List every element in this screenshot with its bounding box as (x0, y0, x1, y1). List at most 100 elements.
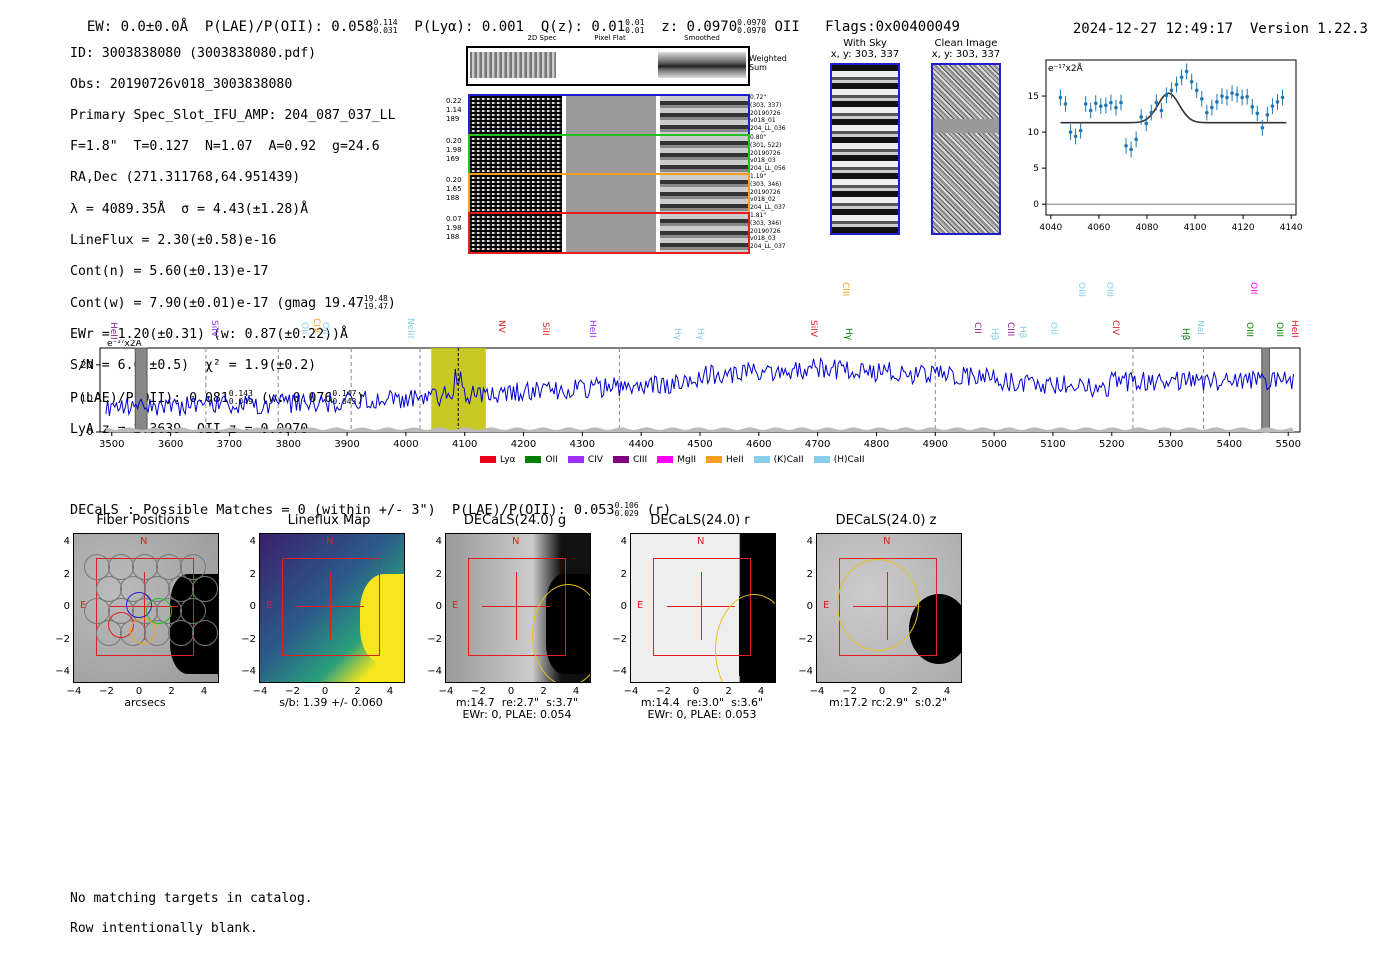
panel-caption: m:17.2 rc:2.9" s:0.2" (829, 696, 947, 709)
plae2-w-lo: 0.043 (332, 396, 357, 406)
zoom-point (1265, 112, 1270, 117)
fiber-meta: 204_LL_037 (750, 204, 786, 212)
panel-title: DECaLS(24.0) r (650, 513, 750, 528)
stat-value: 0.07 (446, 215, 462, 223)
zoom-point (1139, 115, 1143, 119)
spectral-line-label: OII (320, 322, 330, 335)
with-sky-coords: x, y: 303, 337 (830, 49, 900, 60)
panel-caption: s/b: 1.39 +/- 0.060 (279, 696, 383, 709)
zoom-plot-frame (1045, 59, 1297, 216)
legend-label: HeII (726, 454, 744, 465)
zoom-point (1073, 134, 1078, 139)
info-id: ID: 3003838080 (3003838080.pdf) (70, 45, 317, 61)
y-tick-label: 4 (435, 536, 442, 547)
y-tick-label: −2 (612, 633, 627, 645)
spec2d-cell (470, 175, 562, 213)
x-tick-label: −2 (99, 686, 114, 697)
fiber-circle (192, 576, 218, 602)
info-obs: Obs: 20190726v018_3003838080 (70, 76, 293, 92)
fiber-circle (168, 620, 194, 646)
zoom-plot-ylabel: e⁻¹⁷x2Å (1048, 62, 1084, 74)
x-tick-label: 4040 (1039, 223, 1062, 232)
stat-value: 0.22 (446, 97, 462, 105)
zoom-point (1205, 110, 1209, 115)
zoom-point (1184, 69, 1189, 74)
smoothed-cell (660, 136, 748, 174)
info-primary: Primary Spec_Slot_IFU_AMP: 204_087_037_L… (70, 107, 396, 123)
fiber-meta: 204_LL_036 (750, 125, 786, 133)
smoothed-cell (660, 175, 748, 213)
y-tick-label: −4 (241, 666, 256, 677)
y-tick-label: −4 (55, 666, 70, 677)
decals-summary: DECaLS : Possible Matches = 0 (within +/… (70, 486, 671, 519)
y-tick-label: 2 (806, 568, 813, 580)
crosshair-v (330, 572, 331, 640)
zoom-point (1169, 88, 1174, 93)
masked-region (134, 347, 148, 433)
panel-title: DECaLS(24.0) g (463, 513, 567, 528)
east-label: E (823, 600, 830, 611)
legend-item: CIII (612, 455, 647, 465)
y-tick-label: 2 (249, 568, 256, 580)
z-line: OII (774, 19, 800, 35)
fiber-meta: (303, 337) (750, 101, 782, 109)
fiber-meta: v018_02 (750, 196, 776, 204)
y-tick-label: 2 (620, 568, 627, 580)
panel-title: Fiber Positions (96, 513, 190, 528)
x-tick-label: 5500 (1276, 439, 1301, 450)
y-tick-label: 0 (435, 601, 442, 612)
decals-summary-text: DECaLS : Possible Matches = 0 (within +/… (70, 502, 615, 518)
x-tick-label: 0 (692, 686, 700, 697)
legend-item: CIV (567, 454, 603, 465)
y-tick-label: 5 (1033, 164, 1039, 174)
spec2d-row (468, 212, 750, 254)
legend-swatch (480, 456, 496, 463)
crosshair-v (516, 572, 517, 640)
fiber-meta: 20190726 (750, 188, 781, 196)
timestamp: 2024-12-27 12:49:17 (1072, 21, 1234, 37)
zoom-point (1210, 105, 1214, 110)
north-label: N (883, 536, 891, 547)
x-tick-label: −4 (438, 686, 454, 697)
fiber-meta: (301, 522) (750, 141, 782, 149)
legend-swatch (706, 456, 723, 463)
pixel-flat-cell (566, 96, 656, 134)
smoothed-cell (660, 96, 748, 134)
x-tick-label: −2 (656, 686, 671, 697)
zoom-point (1058, 95, 1063, 100)
legend-item: (H)CaII (813, 455, 865, 465)
clean-image (931, 63, 1001, 235)
fiber-meta: 20190726 (750, 149, 781, 157)
zoom-point (1078, 128, 1083, 133)
legend-label: CIV (587, 454, 603, 465)
spectral-line-label: CIV (1110, 320, 1120, 336)
z-hi: 0.0970 (737, 18, 767, 27)
panel-title: DECaLS(24.0) z (835, 513, 937, 528)
x-tick-label: 3700 (217, 439, 242, 450)
fiber-circle (180, 554, 206, 580)
highlighted-fiber (130, 618, 156, 644)
fiber-meta: v018_03 (750, 235, 776, 243)
header-bar: EW: 0.0±0.0Å P(LAE)/P(OII): 0.0580.114 0.… (70, 3, 960, 36)
x-tick-label: −4 (623, 686, 639, 697)
full-spectrum: e⁻¹⁷x2Å 3500 3600 3700 3800 3900 4000 4100 4200… (80, 340, 1301, 450)
spec2d-row-right-meta: 0.80" (301, 522) 20190726 v018_03 204_LL_056 (750, 134, 786, 173)
y-tick-label: −2 (798, 633, 813, 645)
crosshair-v (701, 572, 702, 640)
zoom-point (1134, 137, 1138, 142)
spec2d-cell (470, 214, 562, 252)
x-tick-label: 2 (911, 686, 918, 697)
zoom-point (1093, 101, 1098, 106)
x-tick-label: −2 (285, 686, 300, 697)
x-tick-label: 4100 (1184, 223, 1207, 232)
spectral-line-label: NV (496, 320, 506, 333)
pixel-flat-cell (566, 214, 656, 252)
spec2d-title-2dspec: 2D Spec (527, 34, 557, 42)
fiber-meta: v018_03 (750, 157, 776, 165)
info-radec: RA,Dec (271.311768,64.951439) (70, 170, 301, 186)
spectral-line-label: Hβ (989, 328, 999, 341)
weighted-sum-strip (466, 46, 750, 86)
spec2d-row-right-meta: 0.72" (303, 337) 20190726 v018_01 204_LL_036 (750, 94, 786, 133)
legend-swatch (753, 456, 770, 463)
